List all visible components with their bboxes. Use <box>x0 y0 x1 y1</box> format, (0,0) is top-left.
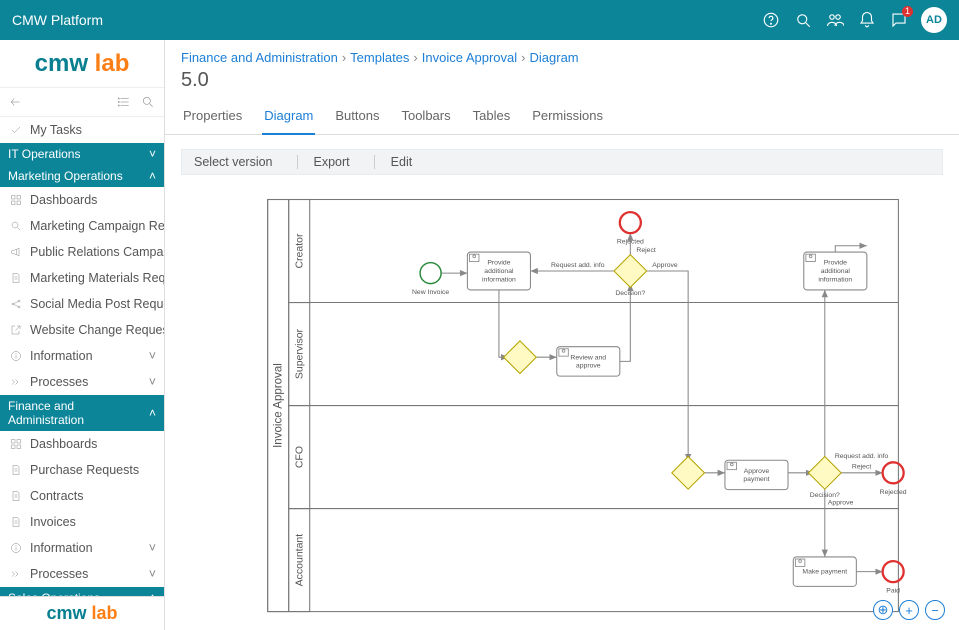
chat-badge: 1 <box>902 6 913 17</box>
logo: cmw lab <box>0 40 164 88</box>
nav-item[interactable]: Marketing Materials Requ... <box>0 265 164 291</box>
zoom-fit-icon[interactable]: ⊕ <box>873 600 893 620</box>
nav-item[interactable]: Public Relations Campaig... <box>0 239 164 265</box>
nav-item[interactable]: Dashboards <box>0 187 164 213</box>
svg-text:Approve: Approve <box>744 468 770 475</box>
nav-item[interactable]: Contracts <box>0 483 164 509</box>
svg-text:Reject: Reject <box>852 464 871 471</box>
nav-section-it-ops[interactable]: IT Operations˅ <box>0 143 164 165</box>
svg-text:Review and: Review and <box>570 354 606 361</box>
nav-section-finance[interactable]: Finance and Administration˄ <box>0 395 164 431</box>
action-export[interactable]: Export <box>297 155 354 169</box>
svg-text:Request add. info: Request add. info <box>835 453 889 460</box>
svg-text:New Invoice: New Invoice <box>412 289 449 296</box>
list-icon[interactable] <box>114 92 134 112</box>
svg-text:Reject: Reject <box>636 247 655 254</box>
svg-text:Rejected: Rejected <box>617 239 644 246</box>
nav-item[interactable]: Processes˅ <box>0 369 164 395</box>
nav-item[interactable]: Information˅ <box>0 535 164 561</box>
svg-text:Accountant: Accountant <box>293 534 305 587</box>
action-select-version[interactable]: Select version <box>194 155 277 169</box>
svg-text:information: information <box>482 277 516 284</box>
breadcrumb-link[interactable]: Invoice Approval <box>422 50 517 65</box>
nav-item[interactable]: Invoices <box>0 509 164 535</box>
chat-icon[interactable]: 1 <box>885 6 913 34</box>
svg-text:Supervisor: Supervisor <box>293 328 305 379</box>
svg-text:Decision?: Decision? <box>810 492 840 499</box>
nav-item[interactable]: Marketing Campaign Requ... <box>0 213 164 239</box>
help-icon[interactable] <box>757 6 785 34</box>
tab-tables[interactable]: Tables <box>471 100 513 134</box>
action-edit[interactable]: Edit <box>374 155 417 169</box>
back-icon[interactable] <box>6 92 26 112</box>
svg-text:Rejected: Rejected <box>880 489 907 496</box>
nav-section-marketing[interactable]: Marketing Operations˄ <box>0 165 164 187</box>
svg-text:Decision?: Decision? <box>615 290 645 297</box>
nav-my-tasks[interactable]: My Tasks <box>0 117 164 143</box>
bell-icon[interactable] <box>853 6 881 34</box>
svg-text:Request add. info: Request add. info <box>551 262 605 269</box>
breadcrumb-link[interactable]: Diagram <box>530 50 579 65</box>
people-icon[interactable] <box>821 6 849 34</box>
action-strip: Select version Export Edit <box>181 149 943 175</box>
nav-item[interactable]: Purchase Requests <box>0 457 164 483</box>
tab-toolbars[interactable]: Toolbars <box>399 100 452 134</box>
tab-diagram[interactable]: Diagram <box>262 100 315 135</box>
breadcrumb-link[interactable]: Templates <box>350 50 409 65</box>
bpmn-diagram: Invoice Approval Creator Supervisor CFO Acco… <box>181 189 943 620</box>
svg-text:Approve: Approve <box>828 499 854 506</box>
search-icon[interactable] <box>789 6 817 34</box>
zoom-out-icon[interactable]: − <box>925 600 945 620</box>
svg-text:Provide: Provide <box>824 260 847 267</box>
svg-text:additional: additional <box>821 268 851 275</box>
nav-item[interactable]: Website Change Requests <box>0 317 164 343</box>
avatar[interactable]: AD <box>921 7 947 33</box>
breadcrumb: Finance and Administration›Templates›Inv… <box>165 40 959 69</box>
nav-item[interactable]: Dashboards <box>0 431 164 457</box>
svg-text:payment: payment <box>743 476 769 483</box>
breadcrumb-link[interactable]: Finance and Administration <box>181 50 338 65</box>
nav-section-sales[interactable]: Sales Operations˄ <box>0 587 164 596</box>
svg-text:Make payment: Make payment <box>802 569 847 576</box>
svg-text:Creator: Creator <box>293 233 305 269</box>
nav-item[interactable]: Processes˅ <box>0 561 164 587</box>
svg-text:Approve: Approve <box>652 262 678 269</box>
svg-text:Paid: Paid <box>886 588 900 595</box>
svg-text:additional: additional <box>484 268 514 275</box>
nav-item[interactable]: Information˅ <box>0 343 164 369</box>
nav-item[interactable]: Social Media Post Requests <box>0 291 164 317</box>
svg-text:information: information <box>818 277 852 284</box>
svg-text:Invoice Approval: Invoice Approval <box>272 363 284 448</box>
tab-properties[interactable]: Properties <box>181 100 244 134</box>
svg-text:approve: approve <box>576 363 601 370</box>
app-title: CMW Platform <box>12 12 103 28</box>
sidebar-footer-logo: cmw lab <box>0 596 164 630</box>
zoom-in-icon[interactable]: + <box>899 600 919 620</box>
page-version: 5.0 <box>165 69 959 100</box>
sidebar-search-icon[interactable] <box>138 92 158 112</box>
svg-text:Provide: Provide <box>487 260 510 267</box>
tab-permissions[interactable]: Permissions <box>530 100 605 134</box>
tab-buttons[interactable]: Buttons <box>333 100 381 134</box>
svg-text:CFO: CFO <box>293 446 305 468</box>
